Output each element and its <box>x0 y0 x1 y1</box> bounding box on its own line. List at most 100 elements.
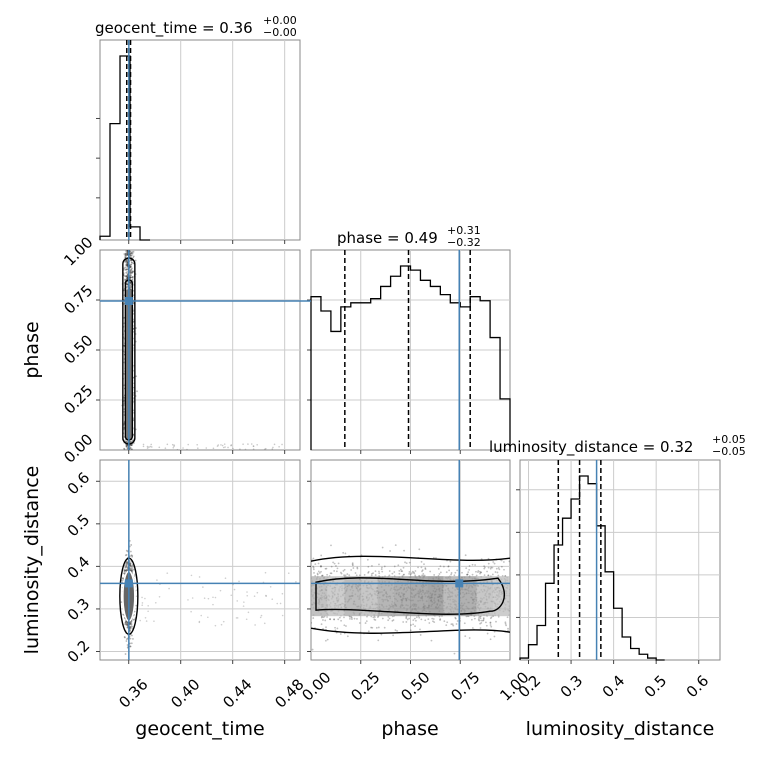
density-cell <box>460 576 477 617</box>
x-tick-label: 0.36 <box>115 675 151 711</box>
scatter-point <box>190 610 192 613</box>
panel-geocent-time-hist-frame <box>99 39 301 241</box>
scatter-point <box>132 262 135 265</box>
scatter-point <box>342 551 345 554</box>
scatter-point <box>479 615 481 618</box>
scatter-point <box>483 567 486 570</box>
scatter-point <box>367 630 370 633</box>
scatter-point <box>479 617 482 620</box>
scatter-point <box>129 563 132 565</box>
scatter-point <box>125 445 128 448</box>
scatter-point <box>333 570 336 572</box>
scatter-point <box>129 274 132 277</box>
scatter-point <box>132 255 135 258</box>
scatter-point <box>129 642 131 645</box>
scatter-point <box>454 617 457 620</box>
scatter-point <box>131 270 134 273</box>
scatter-point <box>131 267 133 270</box>
scatter-point <box>506 616 509 619</box>
scatter-point <box>130 642 133 645</box>
scatter-point <box>126 264 128 267</box>
scatter-point <box>403 549 405 552</box>
scatter-point <box>125 622 128 625</box>
scatter-point <box>126 623 129 626</box>
scatter-point <box>187 443 189 446</box>
scatter-point <box>146 445 149 448</box>
scatter-point <box>464 554 467 557</box>
scatter-point <box>260 614 263 617</box>
scatter-point <box>373 616 376 618</box>
scatter-point <box>146 447 149 449</box>
scatter-point <box>381 546 384 549</box>
scatter-point <box>492 561 495 563</box>
scatter-point <box>406 618 409 621</box>
scatter-point <box>439 618 442 620</box>
scatter-point <box>129 255 132 257</box>
scatter-point <box>125 553 128 556</box>
scatter-point <box>321 574 323 577</box>
scatter-point <box>129 565 132 567</box>
scatter-point <box>207 597 210 600</box>
scatter-point <box>453 652 456 655</box>
scatter-point <box>342 570 345 572</box>
scatter-point <box>252 445 255 447</box>
scatter-point <box>212 596 214 599</box>
scatter-point <box>433 621 436 624</box>
scatter-point <box>156 579 158 581</box>
scatter-point <box>124 621 127 624</box>
scatter-point <box>394 544 397 547</box>
scatter-point <box>358 622 361 624</box>
scatter-point <box>131 448 133 450</box>
scatter-point <box>350 616 353 619</box>
scatter-point <box>129 269 132 272</box>
y-tick-label: 0.3 <box>64 595 94 625</box>
scatter-point <box>132 256 135 259</box>
scatter-point <box>411 570 414 573</box>
scatter-point <box>126 262 128 265</box>
scatter-point <box>405 562 408 565</box>
scatter-point <box>378 572 381 575</box>
scatter-point <box>129 626 132 629</box>
scatter-point <box>482 619 485 622</box>
scatter-point <box>124 621 127 623</box>
scatter-point <box>471 627 474 629</box>
density-cell <box>377 576 394 617</box>
scatter-point <box>168 587 170 590</box>
scatter-point <box>495 620 497 623</box>
scatter-point <box>269 585 272 588</box>
scatter-point <box>344 552 347 555</box>
density-cell <box>344 576 361 617</box>
scatter-point <box>129 271 131 274</box>
scatter-point <box>374 574 377 576</box>
scatter-point <box>318 572 321 574</box>
scatter-point <box>393 565 396 568</box>
scatter-point <box>125 268 128 271</box>
scatter-point <box>125 623 128 626</box>
panel-luminosity-distance-hist <box>516 459 721 664</box>
x-tick-labels-geocent-time: 0.36 0.40 0.44 0.48 <box>115 675 307 711</box>
scatter-point <box>129 254 132 257</box>
y-tick-label: 0.25 <box>60 381 96 417</box>
scatter-point <box>130 269 132 272</box>
scatter-point <box>164 447 167 449</box>
scatter-point <box>171 443 174 446</box>
scatter-point <box>316 573 319 576</box>
y-tick-label: 0.50 <box>60 331 96 367</box>
scatter-point <box>124 569 126 572</box>
scatter-point <box>490 566 493 569</box>
scatter-point <box>355 574 358 577</box>
scatter-point <box>437 567 440 570</box>
scatter-point <box>421 569 424 571</box>
scatter-point <box>238 580 240 583</box>
scatter-point <box>405 617 408 620</box>
scatter-point <box>212 447 215 450</box>
scatter-point <box>351 563 354 566</box>
scatter-point <box>272 446 274 449</box>
scatter-point <box>125 261 127 264</box>
scatter-point <box>485 624 488 627</box>
scatter-point <box>452 624 455 627</box>
scatter-point <box>335 570 338 573</box>
scatter-point <box>123 570 126 573</box>
scatter-point <box>320 554 323 557</box>
